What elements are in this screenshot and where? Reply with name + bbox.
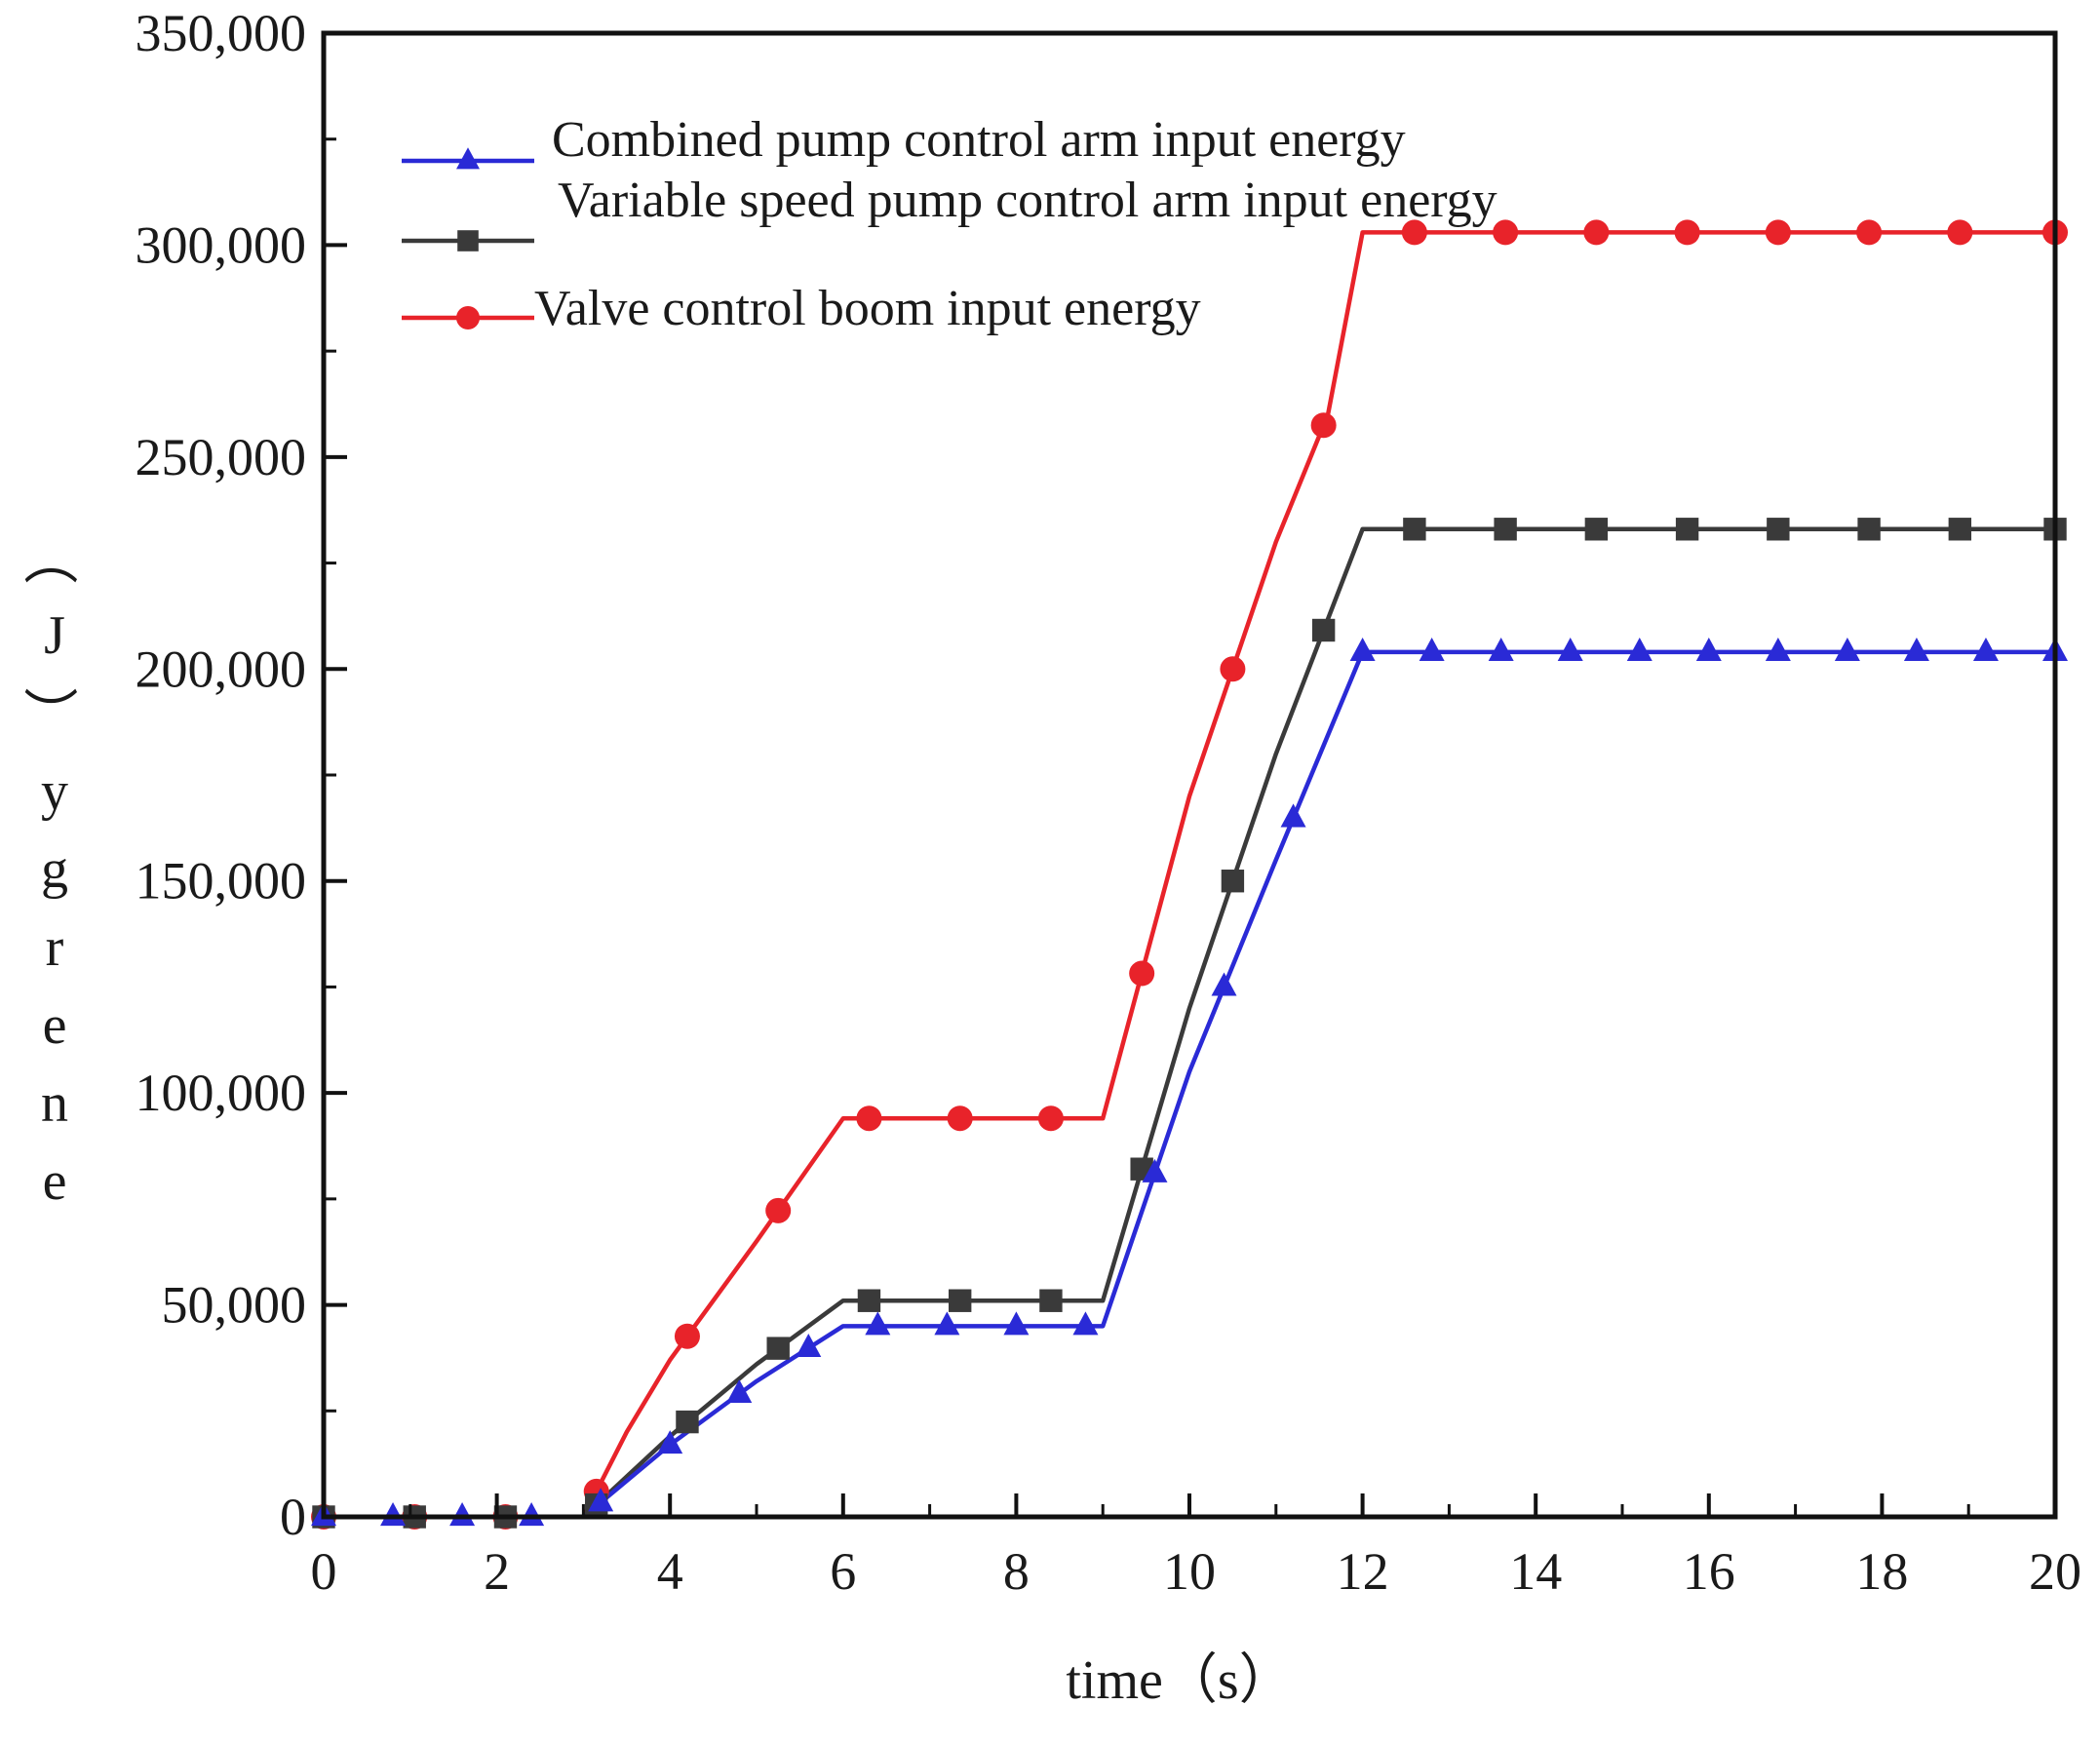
x-axis-ticks: 0 2 4 6 8 10 12 14 16 18 20 [311,1493,2081,1601]
y-tick-label: 0 [280,1488,306,1546]
data-point [1695,637,1722,661]
data-point [857,1289,881,1312]
y-axis-title-char: g [41,839,68,900]
data-point [1142,1158,1168,1182]
data-point [934,1311,960,1336]
data-point [1211,972,1237,996]
data-point [766,1337,790,1360]
data-point [796,1333,822,1358]
y-axis-title-char: ） [24,530,85,585]
series-line [324,230,2055,1520]
data-point [674,1323,700,1349]
data-point [1583,219,1610,246]
x-tick-label: 2 [484,1542,510,1601]
data-point [1310,412,1337,439]
data-point [1039,1289,1063,1312]
data-point [1311,618,1336,642]
y-axis-title-char: y [41,761,68,822]
data-point [1767,518,1790,541]
data-point [1626,637,1653,661]
data-point [1003,1311,1030,1336]
data-point [1857,518,1881,541]
data-point [865,1311,891,1336]
x-tick-label: 10 [1163,1542,1216,1601]
data-point [856,1105,882,1132]
x-tick-label: 18 [1855,1542,1908,1601]
y-axis-title-char: n [41,1073,68,1134]
data-point [947,1105,973,1132]
data-point [676,1410,699,1434]
y-tick-label: 100,000 [136,1064,307,1122]
y-tick-label: 150,000 [136,852,307,911]
y-axis-title-char: （ [24,686,85,741]
data-point [1401,219,1427,246]
y-tick-label: 200,000 [136,639,307,698]
data-point [1494,518,1517,541]
data-point [1584,518,1609,541]
legend-label: Variable speed pump control arm input en… [558,173,1497,228]
y-axis-ticks: 0 50,000 100,000 150,000 200,000 250,000 300,0… [136,4,347,1546]
data-point [1419,637,1445,661]
data-point [948,1289,972,1312]
legend-label: Valve control boom input energy [534,281,1201,336]
data-point [657,1430,683,1454]
legend: Combined pump control arm input energyVa… [402,112,1497,336]
x-tick-label: 4 [657,1542,683,1601]
data-point [1488,637,1514,661]
y-axis-title-char: e [43,995,67,1056]
markers-layer [311,219,2068,1530]
x-tick-label: 0 [311,1542,337,1601]
legend-marker [456,147,480,170]
x-axis-title: time（s） [1066,1650,1293,1711]
data-point [1675,518,1699,541]
data-point [1403,518,1426,541]
data-point [1765,219,1791,246]
data-point [1856,219,1883,246]
y-axis-title-char: r [46,917,64,978]
y-axis-title-char: J [44,605,65,666]
data-point [380,1502,407,1527]
x-tick-label: 14 [1509,1542,1562,1601]
data-point [1220,656,1246,682]
series-line [324,649,2055,1520]
x-tick-label: 6 [830,1542,856,1601]
y-tick-label: 250,000 [136,428,307,486]
data-point [1674,219,1700,246]
legend-marker [456,306,480,329]
y-tick-label: 350,000 [136,4,307,62]
legend-label: Combined pump control arm input energy [552,112,1406,168]
data-point [1072,1311,1099,1336]
data-point [519,1502,545,1527]
x-tick-label: 16 [1683,1542,1735,1601]
data-point [1948,518,1972,541]
data-point [449,1502,476,1527]
x-tick-label: 12 [1337,1542,1389,1601]
data-point [765,1197,792,1223]
legend-marker [457,230,479,252]
data-point [1349,637,1376,661]
x-tick-label: 20 [2029,1542,2081,1601]
y-tick-label: 300,000 [136,215,307,274]
data-point [1972,637,1999,661]
data-point [1221,870,1245,893]
x-tick-label: 8 [1003,1542,1030,1601]
data-point [726,1378,753,1403]
data-point [1280,803,1306,828]
data-point [1557,637,1583,661]
data-point [1947,219,1973,246]
data-point [1765,637,1791,661]
y-axis-title-char: e [43,1151,67,1212]
data-point [1903,637,1929,661]
data-point [1834,637,1860,661]
data-point [588,1488,614,1512]
data-point [1493,219,1519,246]
y-tick-label: 50,000 [162,1276,307,1335]
data-point [1129,960,1155,987]
data-point [1037,1105,1064,1132]
